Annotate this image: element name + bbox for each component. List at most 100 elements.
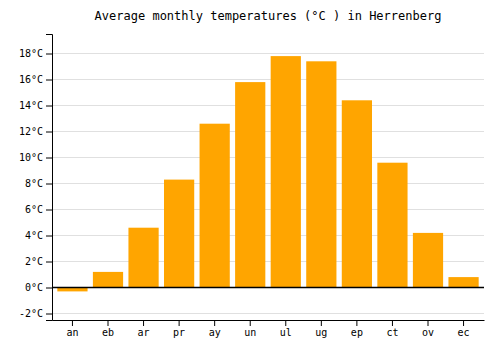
- y-tick-label: 2°C: [25, 256, 43, 267]
- y-tick-label: 16°C: [19, 74, 43, 85]
- x-tick: ct: [386, 320, 398, 338]
- x-tick: ec: [458, 320, 470, 338]
- x-tick: pr: [173, 320, 185, 338]
- y-tick: 14°C: [19, 100, 52, 111]
- grid-line: [52, 209, 484, 210]
- x-tick: un: [244, 320, 256, 338]
- x-tick-mark: [285, 320, 286, 326]
- plot-area: -2°C 0°C 2°C 4°C 6°C 8°C 10°C 12°C 14°C 16°C 18°C a…: [19, 35, 485, 339]
- y-tick-label: 12°C: [19, 126, 43, 137]
- x-tick-mark: [143, 320, 144, 326]
- x-tick-label: an: [66, 327, 78, 338]
- y-axis-line: [46, 35, 53, 321]
- y-tick: 4°C: [25, 230, 52, 241]
- x-axis-line: [53, 320, 485, 321]
- y-tick: 16°C: [19, 74, 52, 85]
- y-tick-label: 18°C: [19, 48, 43, 59]
- x-tick: ay: [209, 320, 221, 338]
- x-tick-label: un: [244, 327, 256, 338]
- chart-container: -2°C 0°C 2°C 4°C 6°C 8°C 10°C 12°C 14°C 16°C 18°C a…: [0, 0, 500, 350]
- bar: [342, 100, 372, 287]
- bar: [164, 180, 194, 288]
- x-tick-mark: [463, 320, 464, 326]
- x-tick-mark: [392, 320, 393, 326]
- y-tick-mark: [46, 158, 52, 159]
- x-tick: ep: [351, 320, 363, 338]
- grid-line: [52, 157, 484, 158]
- y-tick-mark: [46, 132, 52, 133]
- x-tick-mark: [356, 320, 357, 326]
- x-tick-mark: [428, 320, 429, 326]
- y-tick-mark: [46, 236, 52, 237]
- y-tick: 2°C: [25, 256, 52, 267]
- x-tick: ov: [422, 320, 434, 338]
- bar: [128, 228, 158, 288]
- zero-line: [52, 287, 484, 289]
- y-tick-mark: [46, 80, 52, 81]
- y-tick: 6°C: [25, 204, 52, 215]
- y-tick-mark: [46, 262, 52, 263]
- x-tick: ug: [315, 320, 327, 338]
- y-tick: 18°C: [19, 48, 52, 59]
- y-tick-label: 4°C: [25, 230, 43, 241]
- x-tick-mark: [179, 320, 180, 326]
- y-tick-mark: [46, 314, 52, 315]
- x-tick: ar: [138, 320, 150, 338]
- x-tick-label: ec: [458, 327, 470, 338]
- y-tick: 12°C: [19, 126, 52, 137]
- y-tick: -2°C: [19, 308, 52, 319]
- y-tick: 0°C: [25, 282, 52, 293]
- y-tick: 8°C: [25, 178, 52, 189]
- bar: [93, 272, 123, 288]
- bar: [448, 277, 478, 287]
- bars: [57, 56, 478, 291]
- x-tick-label: ul: [280, 327, 292, 338]
- x-tick-mark: [250, 320, 251, 326]
- grid-line: [52, 131, 484, 132]
- grid: [52, 54, 484, 314]
- chart-svg: -2°C 0°C 2°C 4°C 6°C 8°C 10°C 12°C 14°C 16°C 18°C a…: [0, 0, 500, 350]
- x-tick-label: ct: [386, 327, 398, 338]
- y-tick-mark: [46, 106, 52, 107]
- x-tick: an: [66, 320, 78, 338]
- bar: [377, 163, 407, 288]
- y-tick-label: 6°C: [25, 204, 43, 215]
- x-tick-mark: [108, 320, 109, 326]
- bar: [271, 56, 301, 287]
- x-tick-mark: [72, 320, 73, 326]
- grid-line: [52, 105, 484, 106]
- x-tick-label: pr: [173, 327, 185, 338]
- y-tick-mark: [46, 288, 52, 289]
- bar: [413, 233, 443, 288]
- x-axis: an eb ar pr ay un ul ug ep ct ov ec: [53, 320, 485, 338]
- x-tick: ul: [280, 320, 292, 338]
- x-tick-label: ug: [315, 327, 327, 338]
- grid-line: [52, 287, 484, 288]
- y-tick-mark: [46, 210, 52, 211]
- x-tick-label: ar: [138, 327, 150, 338]
- bar: [235, 82, 265, 287]
- x-tick: eb: [102, 320, 114, 338]
- y-tick-label: 0°C: [25, 282, 43, 293]
- y-axis: -2°C 0°C 2°C 4°C 6°C 8°C 10°C 12°C 14°C 16°C 18°C: [19, 35, 53, 321]
- grid-line: [52, 313, 484, 314]
- bar: [200, 124, 230, 288]
- y-tick-label: -2°C: [19, 308, 43, 319]
- x-tick-label: ov: [422, 327, 434, 338]
- bar: [306, 61, 336, 287]
- y-tick: 10°C: [19, 152, 52, 163]
- y-tick-label: 10°C: [19, 152, 43, 163]
- y-tick-label: 14°C: [19, 100, 43, 111]
- title: Average monthly temperatures (°C ) in He…: [95, 9, 442, 23]
- x-tick-label: ep: [351, 327, 363, 338]
- x-tick-label: ay: [209, 327, 221, 338]
- y-tick-mark: [46, 184, 52, 185]
- grid-line: [52, 53, 484, 54]
- grid-line: [52, 79, 484, 80]
- grid-line: [52, 183, 484, 184]
- y-tick-mark: [46, 54, 52, 55]
- x-tick-label: eb: [102, 327, 114, 338]
- y-tick-label: 8°C: [25, 178, 43, 189]
- x-tick-mark: [214, 320, 215, 326]
- x-tick-mark: [321, 320, 322, 326]
